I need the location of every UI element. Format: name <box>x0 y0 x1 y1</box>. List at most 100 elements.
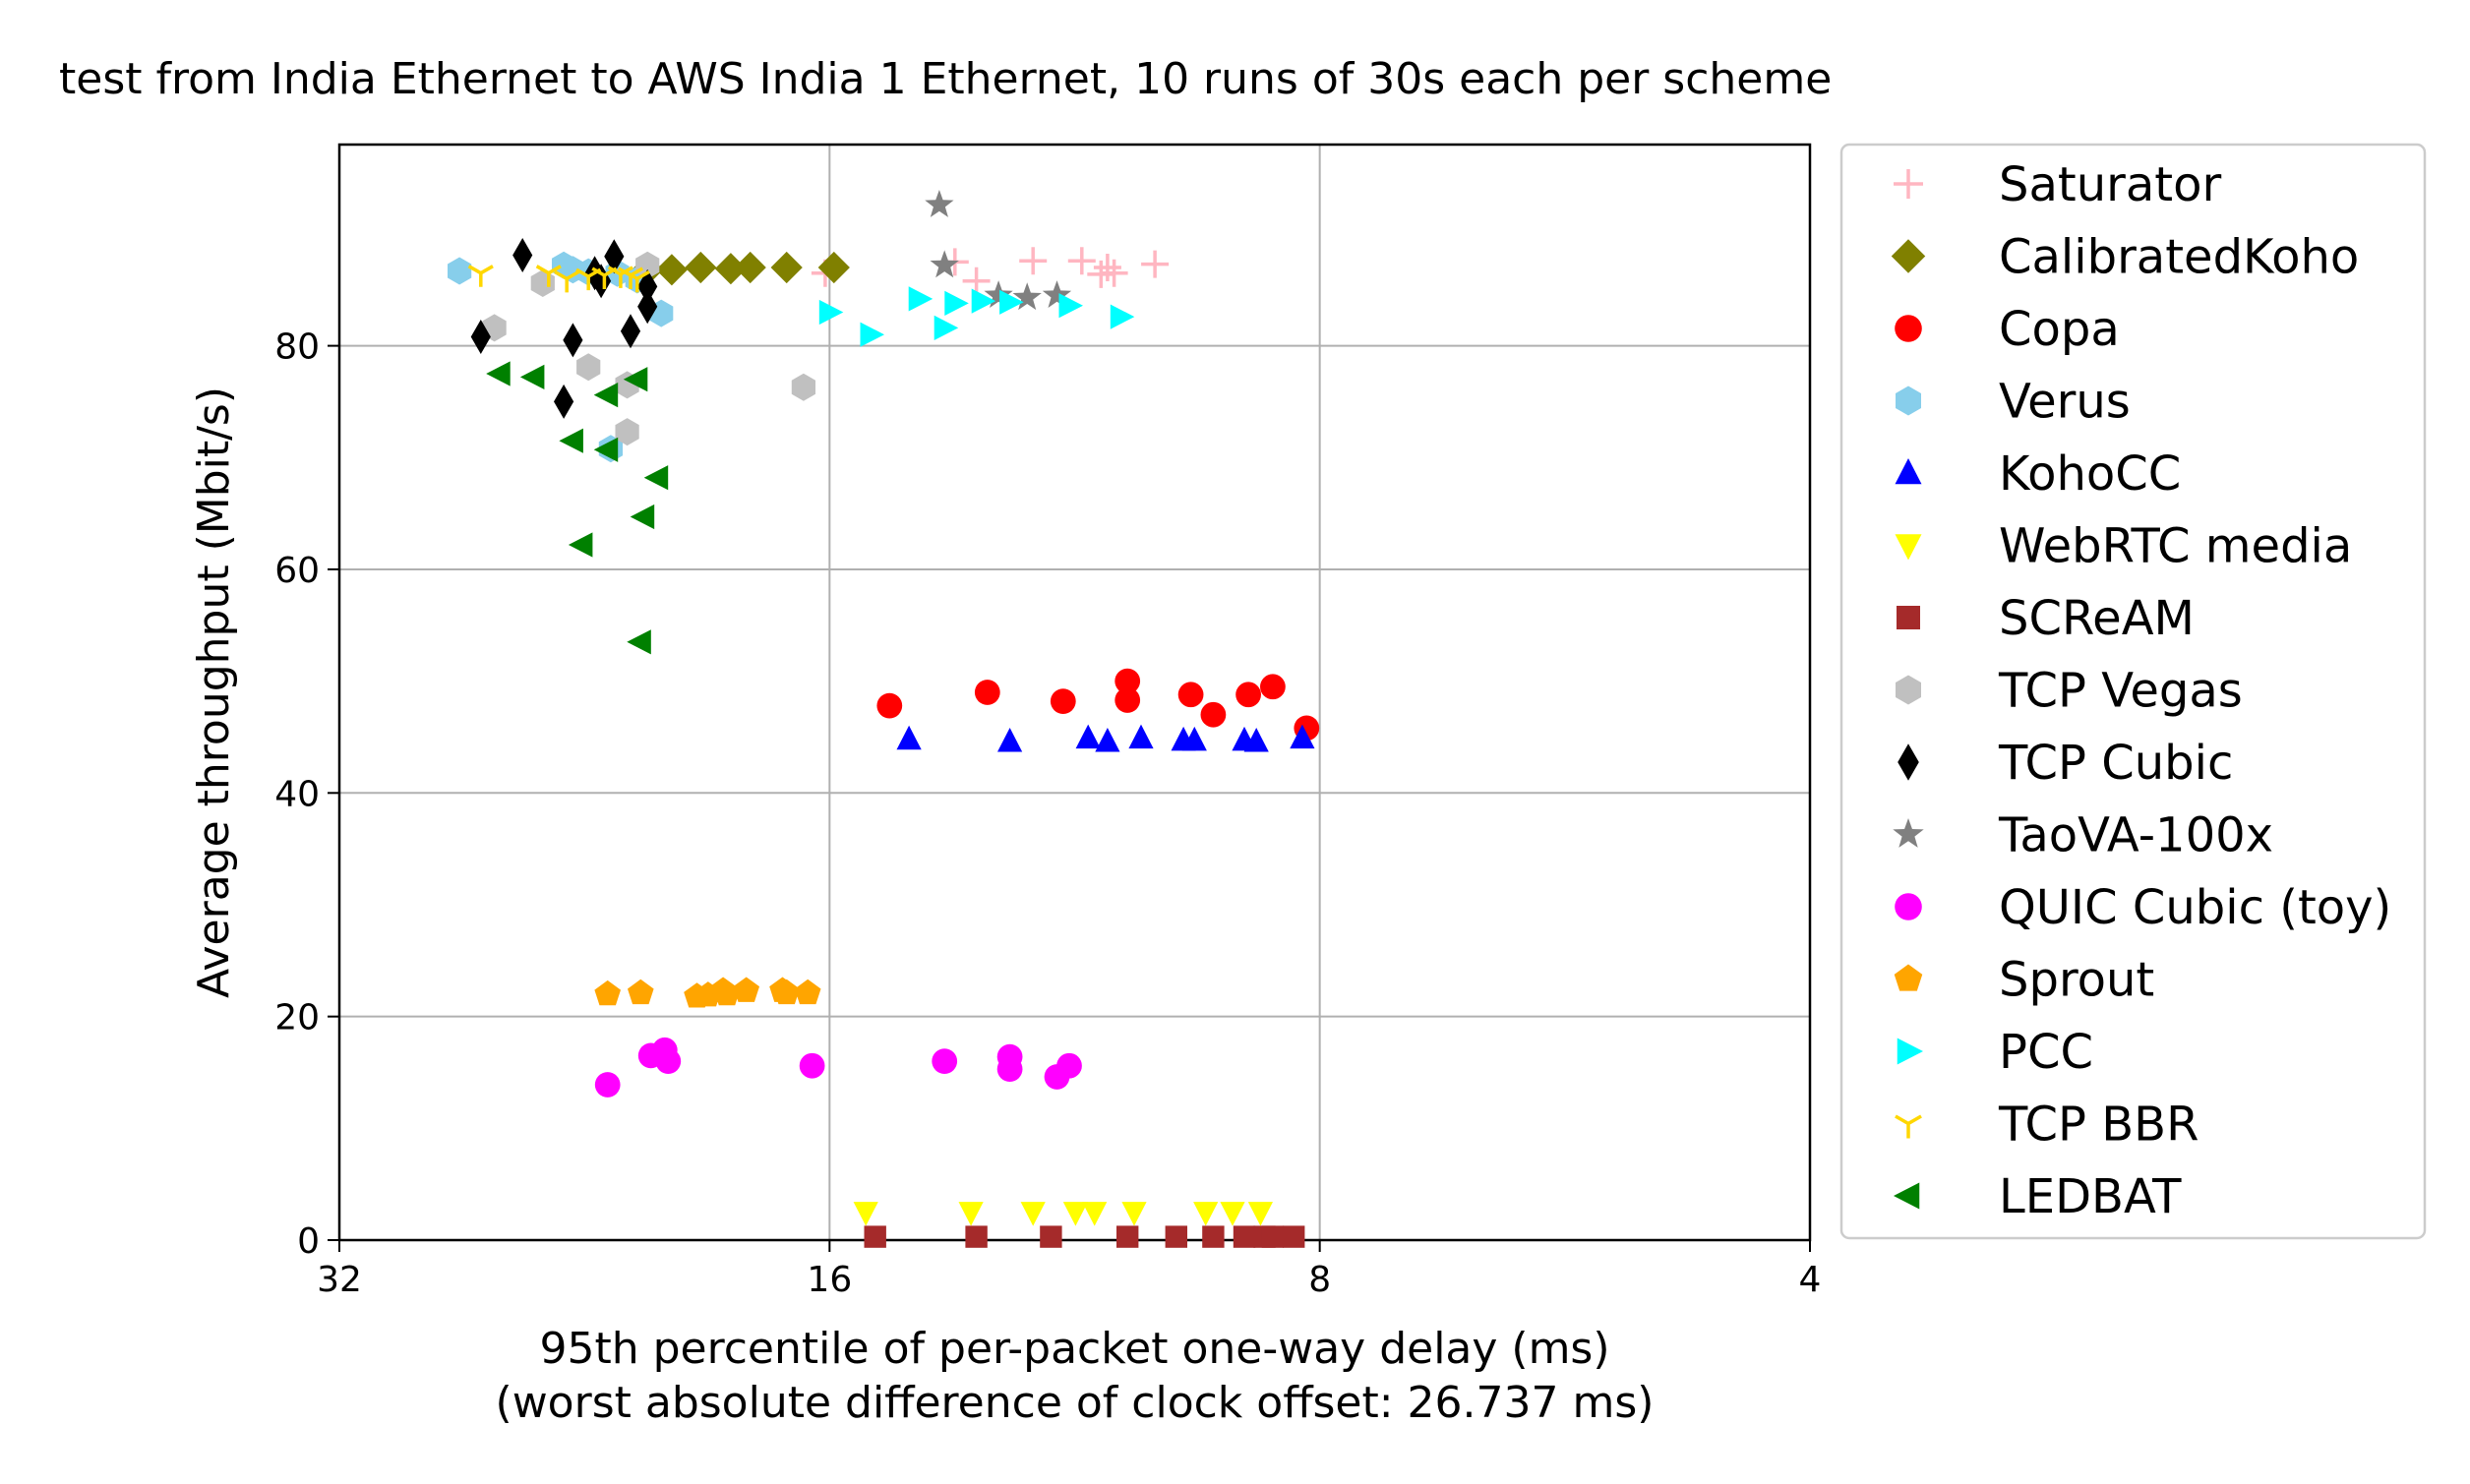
data-point-sprout <box>773 979 801 1005</box>
legend-marker-calibratedkoho <box>1891 239 1926 273</box>
legend-marker-kohocc <box>1895 458 1922 485</box>
series-sprout <box>594 977 821 1008</box>
data-point-tcp-cubic <box>591 264 612 299</box>
data-point-webrtc-media <box>1121 1202 1147 1226</box>
data-point-ledbat <box>623 367 648 392</box>
x-tick-label: 8 <box>1308 1260 1331 1300</box>
legend-marker-tcp-cubic <box>1898 743 1919 781</box>
y-tick-label: 80 <box>274 327 320 368</box>
data-point-tcp-cubic <box>637 268 658 304</box>
series-webrtc-media <box>853 1202 1273 1226</box>
data-point-pcc <box>908 286 934 312</box>
legend-label-tcp-bbr: TCP BBR <box>1998 1098 2199 1153</box>
series-calibratedkoho <box>632 251 850 286</box>
data-point-ledbat <box>593 437 619 462</box>
data-point-kohocc <box>1290 724 1315 749</box>
data-point-tcp-cubic <box>554 384 574 419</box>
data-point-ledbat <box>519 364 545 389</box>
data-point-kohocc <box>1095 728 1120 752</box>
series-kohocc <box>896 724 1315 752</box>
data-point-ledbat <box>627 629 651 655</box>
data-point-tcp-vegas <box>635 251 660 279</box>
plot-area-frame <box>337 143 1812 1242</box>
data-point-copa <box>1177 682 1204 708</box>
y-axis-label: Average throughput (Mbit/s) <box>189 386 239 998</box>
legend-label-webrtc-media: WebRTC media <box>1999 519 2352 574</box>
data-point-webrtc-media <box>958 1202 984 1226</box>
y-tick-label: 40 <box>274 774 320 814</box>
data-point-tcp-cubic <box>620 314 641 349</box>
data-point-taova-100x <box>984 280 1013 308</box>
legend-label-taova-100x: TaoVA-100x <box>1998 808 2273 863</box>
series-quic-cubic-toy <box>594 1037 1082 1098</box>
series-saturator <box>811 247 1170 295</box>
data-point-scream <box>1283 1225 1305 1248</box>
data-point-sprout <box>594 979 622 1006</box>
series-tcp-bbr <box>467 265 650 293</box>
data-point-calibratedkoho <box>817 251 850 284</box>
data-point-webrtc-media <box>1220 1202 1245 1226</box>
legend-marker-taova-100x <box>1893 818 1924 848</box>
data-point-pcc <box>999 289 1024 315</box>
legend-label-tcp-vegas: TCP Vegas <box>1998 664 2243 719</box>
data-point-sprout <box>627 979 654 1005</box>
data-point-tcp-bbr <box>467 265 494 287</box>
legend-label-tcp-cubic: TCP Cubic <box>1998 736 2233 791</box>
data-point-saturator <box>1141 250 1170 278</box>
data-point-taova-100x <box>1042 280 1072 308</box>
legend-marker-copa <box>1895 315 1922 342</box>
data-point-copa <box>1260 674 1286 700</box>
data-point-tcp-vegas <box>615 418 639 446</box>
x-tick-label: 32 <box>317 1260 362 1300</box>
data-point-scream <box>1165 1225 1187 1248</box>
data-markers <box>447 190 1320 1248</box>
data-point-quic-cubic-toy <box>655 1048 682 1074</box>
data-point-scream <box>1233 1225 1256 1248</box>
data-point-quic-cubic-toy <box>996 1043 1023 1070</box>
legend-label-pcc: PCC <box>1999 1025 2093 1080</box>
data-point-tcp-bbr <box>554 269 580 293</box>
data-point-webrtc-media <box>853 1202 878 1226</box>
legend-marker-webrtc-media <box>1895 534 1922 561</box>
data-point-calibratedkoho <box>770 251 803 284</box>
data-point-webrtc-media <box>1062 1202 1088 1226</box>
data-point-copa <box>1050 688 1076 714</box>
legend-label-ledbat: LEDBAT <box>1999 1169 2182 1224</box>
data-point-pcc <box>944 290 969 316</box>
data-point-copa <box>1235 682 1261 708</box>
data-point-taova-100x <box>930 250 959 278</box>
data-point-pcc <box>860 322 884 347</box>
legend-marker-tcp-vegas <box>1896 675 1921 705</box>
data-point-verus <box>447 257 472 285</box>
data-point-scream <box>864 1225 886 1248</box>
data-point-tcp-bbr <box>535 265 562 287</box>
data-point-webrtc-media <box>1082 1202 1108 1226</box>
data-point-tcp-vegas <box>791 373 816 401</box>
series-pcc <box>818 286 1135 347</box>
series-ledbat <box>486 361 669 655</box>
data-point-copa <box>1200 701 1227 728</box>
data-point-kohocc <box>1128 724 1154 749</box>
data-point-calibratedkoho <box>685 251 717 284</box>
legend-marker-ledbat <box>1894 1182 1920 1210</box>
data-point-saturator <box>1093 254 1121 281</box>
data-point-kohocc <box>997 728 1023 752</box>
x-tick-label: 4 <box>1799 1260 1822 1300</box>
data-point-sprout <box>794 979 821 1005</box>
data-point-taova-100x <box>1012 282 1042 311</box>
data-point-pcc <box>971 288 996 314</box>
y-tick-label: 60 <box>274 551 320 591</box>
legend-label-calibratedkoho: CalibratedKoho <box>1999 230 2359 285</box>
data-point-webrtc-media <box>1020 1202 1046 1226</box>
data-point-tcp-cubic <box>637 289 658 325</box>
legend-label-sprout: Sprout <box>1999 953 2154 1008</box>
data-point-quic-cubic-toy <box>1056 1052 1082 1079</box>
legend-marker-sprout <box>1894 964 1923 991</box>
data-point-kohocc <box>1181 726 1207 751</box>
legend-marker-quic-cubic-toy <box>1895 893 1922 920</box>
data-point-quic-cubic-toy <box>594 1072 621 1098</box>
x-tick-label: 16 <box>807 1260 852 1300</box>
data-point-saturator <box>1019 247 1048 275</box>
